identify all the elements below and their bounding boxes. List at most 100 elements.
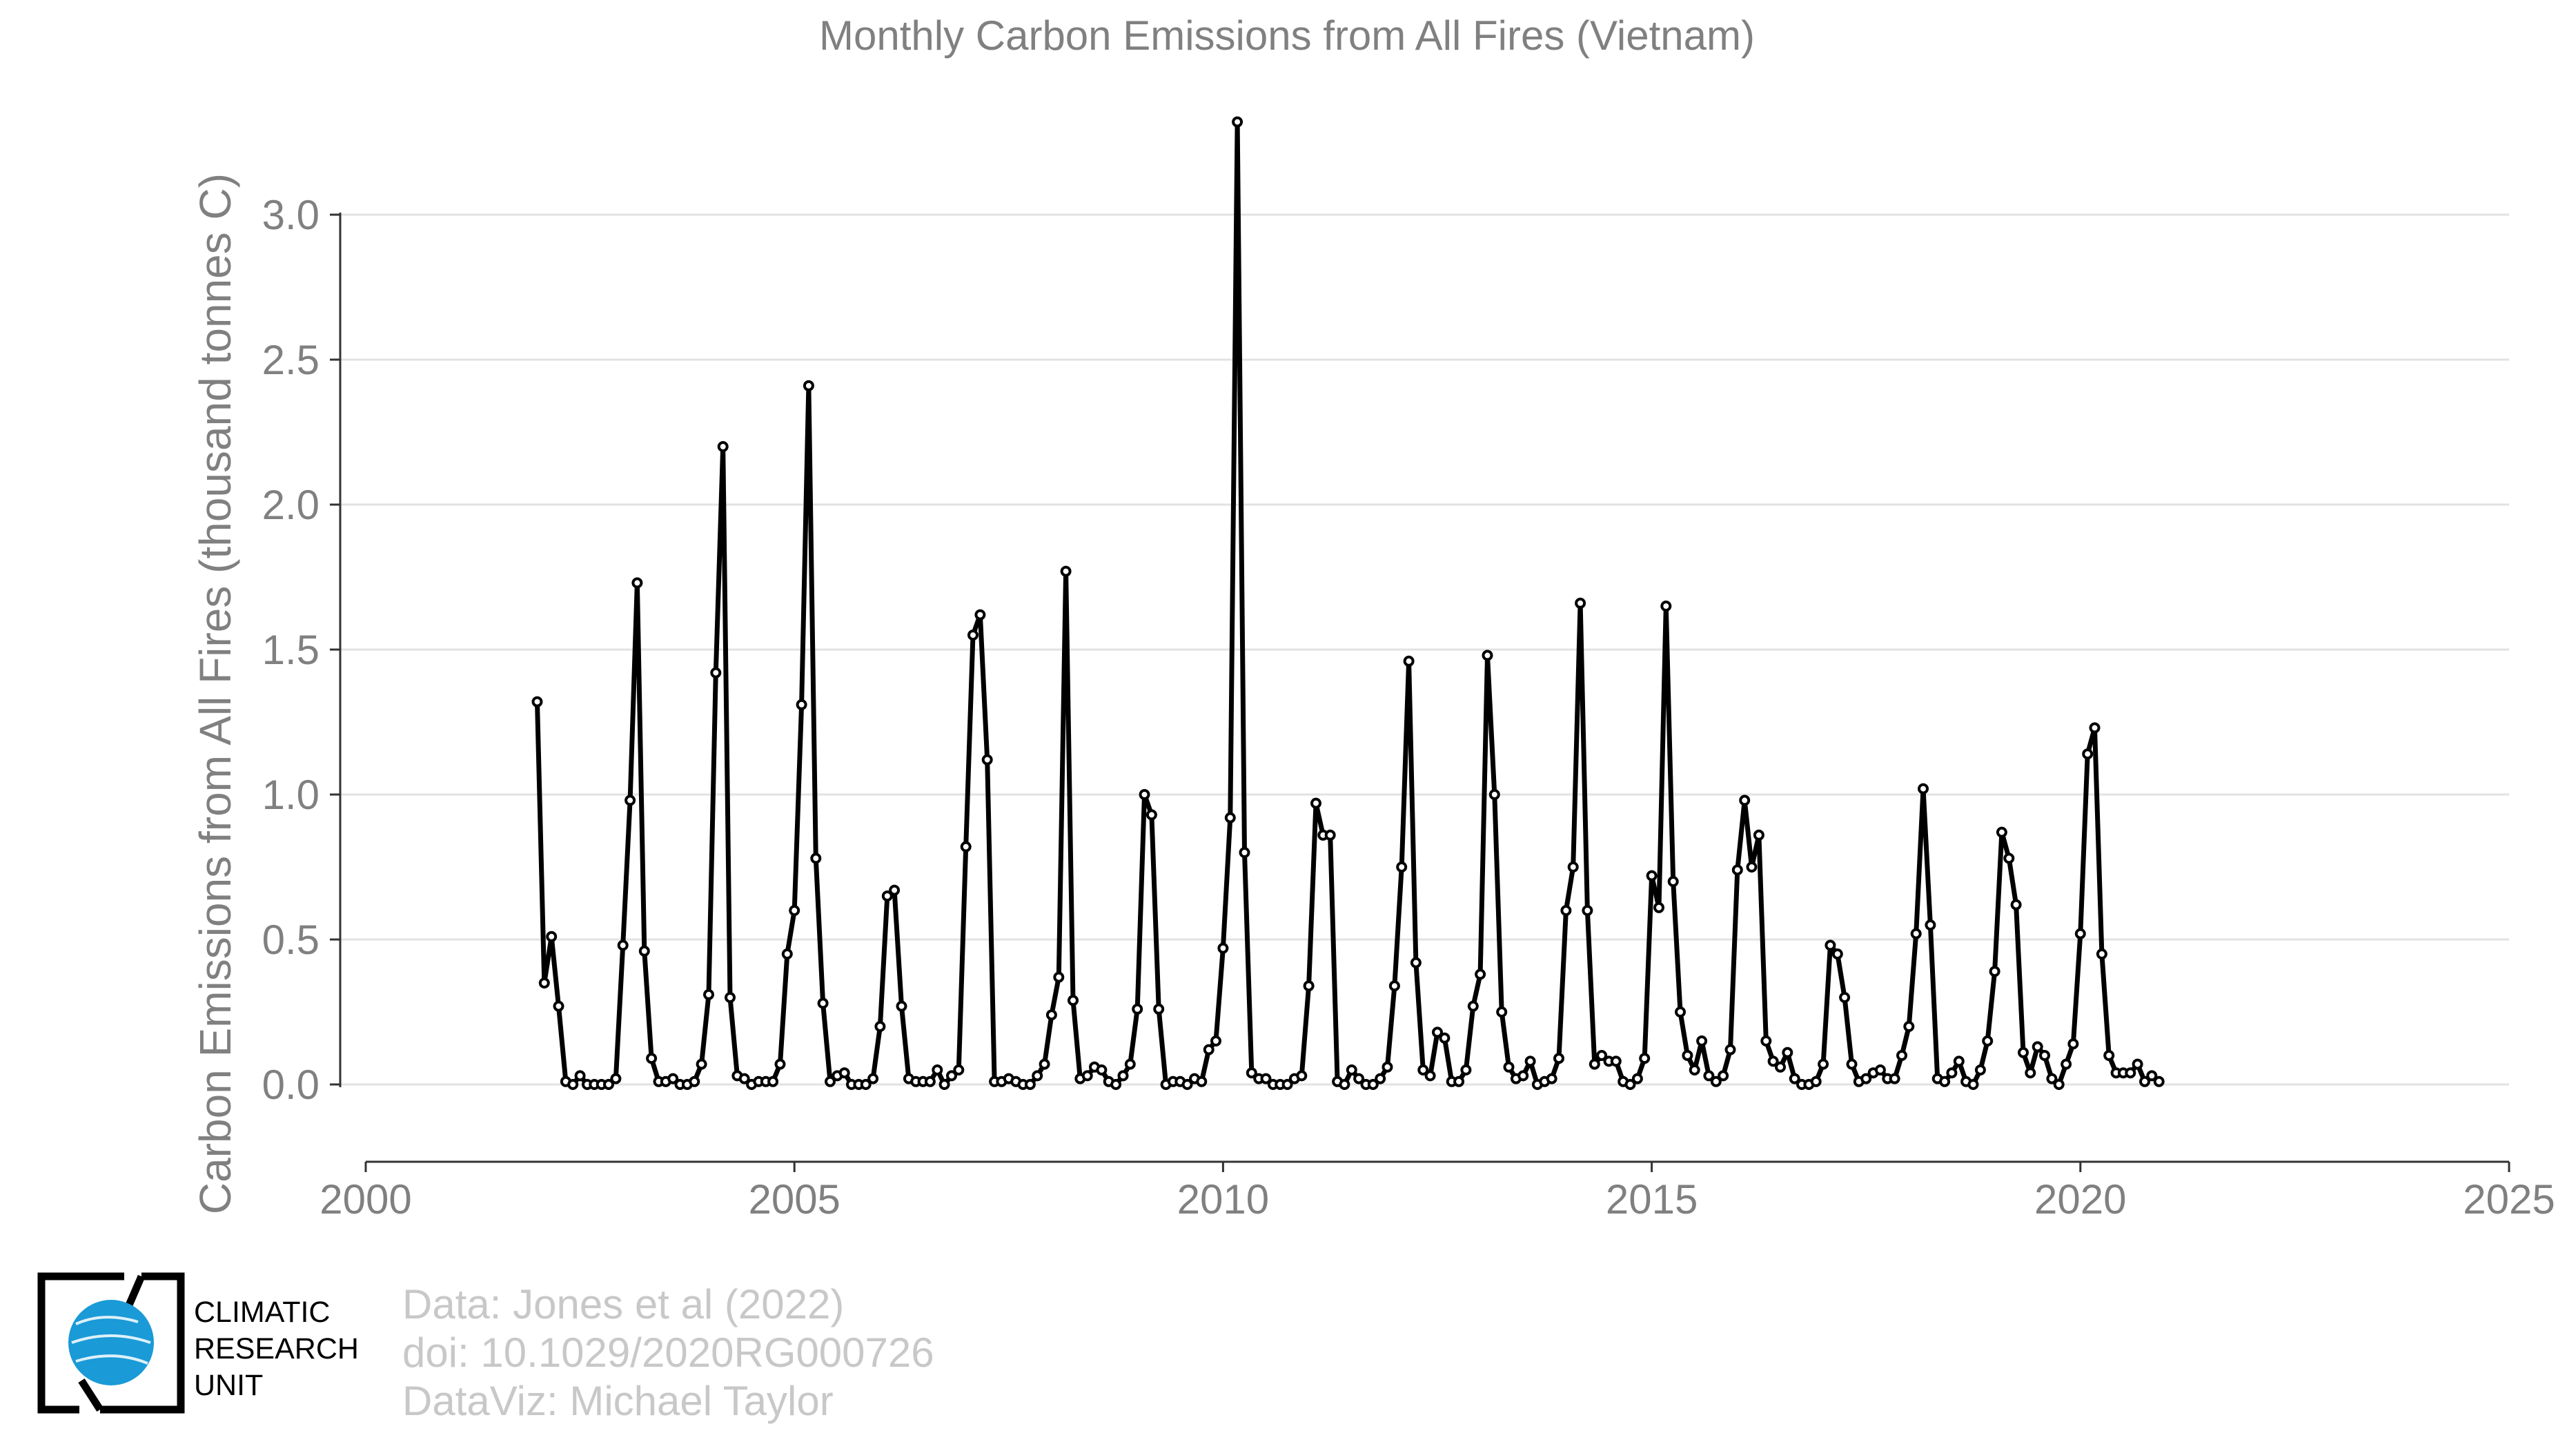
data-point (1896, 1050, 1907, 1061)
data-point (1610, 1055, 1622, 1067)
data-point (1032, 1070, 1043, 1082)
data-point (1710, 1075, 1722, 1087)
data-point (810, 853, 822, 864)
data-point (2089, 722, 2101, 734)
data-point (1624, 1079, 1636, 1090)
x-tick-label: 2015 (1606, 1176, 1698, 1223)
data-point (610, 1073, 622, 1084)
data-point (1060, 565, 1072, 577)
data-point (1953, 1055, 1965, 1067)
data-point (1996, 826, 2007, 838)
data-point (1675, 1006, 1686, 1017)
data-point (1575, 597, 1586, 609)
data-point (896, 1000, 907, 1012)
data-point (1388, 980, 1400, 992)
data-point (538, 977, 550, 989)
data-point (703, 989, 714, 1000)
data-point (617, 939, 629, 951)
data-point (1053, 971, 1065, 983)
data-point (1096, 1064, 1108, 1075)
data-point (1488, 789, 1500, 800)
data-point (1417, 1064, 1429, 1075)
data-point (1517, 1070, 1529, 1082)
data-point (1239, 847, 1250, 858)
data-point (1482, 650, 1493, 661)
data-point (631, 577, 643, 589)
data-point (1782, 1046, 1793, 1058)
x-tick-label: 2010 (1177, 1176, 1269, 1223)
data-point (981, 754, 993, 766)
data-point (1653, 902, 1664, 913)
data-point (2153, 1075, 2165, 1087)
data-point (1453, 1075, 1465, 1087)
data-point (960, 841, 972, 853)
data-point (1068, 995, 1079, 1006)
data-point (1496, 1006, 1508, 1017)
data-point (774, 1058, 786, 1070)
data-point (1760, 1035, 1772, 1046)
data-point (1460, 1064, 1472, 1075)
data-point (1825, 939, 1836, 951)
data-point (889, 884, 901, 896)
data-point (1181, 1079, 1193, 1090)
data-point (1789, 1073, 1800, 1084)
data-point (1196, 1075, 1208, 1087)
data-point (953, 1064, 965, 1075)
data-point (1903, 1021, 1915, 1032)
data-point (1946, 1067, 1958, 1079)
credit-dataviz: DataViz: Michael Taylor (402, 1378, 834, 1424)
chart-title: Monthly Carbon Emissions from All Fires … (819, 12, 1755, 59)
data-point (2067, 1038, 2079, 1050)
logo-text-line1: CLIMATIC (194, 1296, 331, 1329)
data-point (1232, 116, 1243, 128)
data-point (1860, 1073, 1872, 1084)
data-point (1660, 601, 1672, 612)
data-point (1353, 1073, 1365, 1084)
data-point (1889, 1073, 1900, 1084)
x-tick-label: 2005 (748, 1176, 840, 1223)
data-point (646, 1053, 658, 1064)
data-point (1146, 809, 1157, 821)
data-point (1117, 1070, 1129, 1082)
data-point (1746, 861, 1758, 873)
logo-text-line2: RESEARCH (194, 1332, 359, 1365)
data-point (2053, 1079, 2065, 1090)
data-point (546, 931, 558, 942)
data-point (1582, 905, 1593, 916)
data-point (1424, 1070, 1436, 1082)
data-point (924, 1075, 936, 1087)
data-point (1081, 1070, 1093, 1082)
data-point (1767, 1055, 1779, 1067)
data-point (1110, 1079, 1122, 1090)
data-point (1596, 1050, 1608, 1061)
data-point (1524, 1055, 1536, 1067)
data-point (710, 667, 722, 679)
x-tick-label: 2000 (319, 1176, 411, 1223)
data-point (796, 699, 807, 710)
data-point (2103, 1050, 2115, 1061)
data-point (1246, 1067, 1257, 1079)
data-point (1731, 864, 1743, 876)
data-point (1818, 1058, 1829, 1070)
x-axis-ticks: 2000 2005 2010 2015 2020 2025 (319, 1162, 2555, 1223)
data-point (1989, 966, 2000, 977)
logo-bracket-right (100, 1272, 185, 1414)
data-point (1553, 1053, 1564, 1064)
data-point (2096, 948, 2107, 960)
data-point (1982, 1035, 1994, 1046)
data-point (867, 1073, 879, 1084)
data-point (2132, 1058, 2143, 1070)
data-point (1839, 992, 1851, 1003)
credit-data-source: Data: Jones et al (2022) (402, 1281, 844, 1327)
y-tick-label: 0.0 (262, 1062, 319, 1108)
data-point (1339, 1079, 1350, 1090)
data-point (1410, 957, 1422, 968)
data-point (696, 1058, 707, 1070)
data-point (803, 380, 814, 391)
data-point (1475, 968, 1486, 980)
data-point (531, 696, 543, 708)
data-point (1439, 1032, 1451, 1044)
data-point (881, 890, 893, 902)
data-point (1639, 1053, 1651, 1064)
data-point (1646, 870, 1658, 882)
